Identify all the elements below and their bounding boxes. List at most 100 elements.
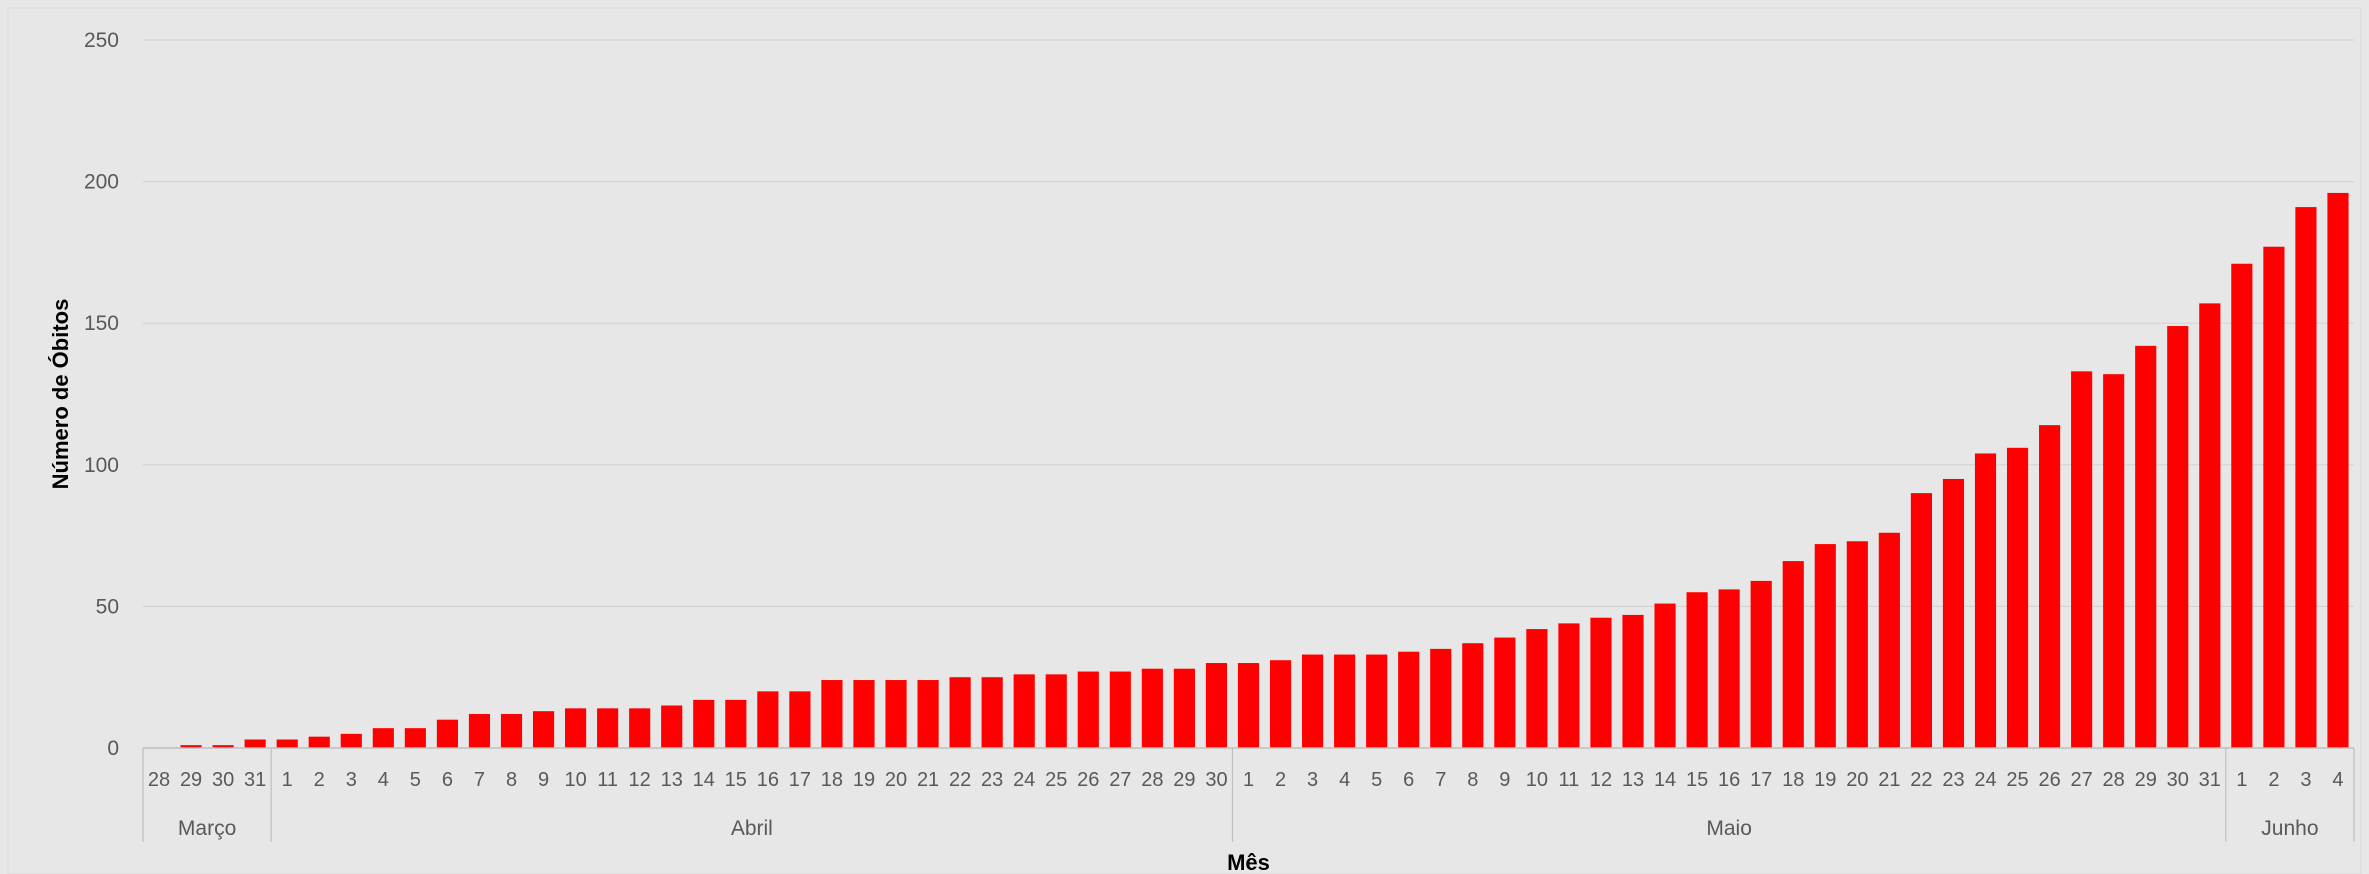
bar: [404, 728, 426, 748]
x-tick-label: 16: [757, 769, 779, 791]
x-tick-label: 7: [474, 769, 485, 791]
bars: [180, 192, 2349, 749]
bar: [212, 745, 234, 748]
x-tick-label: 2: [2268, 769, 2279, 791]
x-tick-label: 1: [1243, 769, 1254, 791]
month-label: Junho: [2261, 817, 2318, 840]
x-tick-label: 16: [1718, 769, 1740, 791]
x-tick-label: 6: [442, 769, 453, 791]
bar: [853, 680, 875, 748]
x-tick-label: 24: [1974, 769, 1996, 791]
bar: [1846, 541, 1868, 748]
x-tick-label: 13: [661, 769, 683, 791]
x-tick-label: 27: [1109, 769, 1131, 791]
chart-border: [7, 7, 2362, 874]
x-tick-label: 30: [2167, 769, 2189, 791]
x-tick-label: 29: [2135, 769, 2157, 791]
bar: [1590, 617, 1612, 748]
bar: [244, 739, 266, 748]
x-tick-label: 8: [1467, 769, 1478, 791]
bar: [1077, 671, 1099, 748]
x-axis-title: Mês: [1227, 850, 1270, 874]
x-tick-label: 18: [1782, 769, 1804, 791]
x-tick-label: 5: [410, 769, 421, 791]
x-tick-label: 28: [1141, 769, 1163, 791]
x-tick-label: 4: [1339, 769, 1350, 791]
y-tick-label: 0: [107, 737, 119, 760]
bar: [597, 708, 619, 748]
bar: [532, 711, 555, 748]
x-tick-label: 29: [180, 769, 202, 791]
bar: [565, 708, 587, 748]
axes: [142, 747, 2355, 842]
y-axis-title: Número de Óbitos: [48, 299, 73, 490]
x-tick-label: 9: [1499, 769, 1510, 791]
x-tick-label: 9: [538, 769, 549, 791]
x-tick-label: 3: [1307, 769, 1318, 791]
bar: [1910, 493, 1932, 748]
bar: [1494, 637, 1516, 748]
x-tick-label: 28: [2103, 769, 2125, 791]
y-tick-label: 100: [84, 454, 119, 477]
gridlines: [143, 39, 2354, 608]
x-tick-label: 2: [314, 769, 325, 791]
bar: [981, 677, 1003, 748]
bar: [1974, 453, 1997, 748]
bar: [821, 680, 843, 748]
x-tick-label: 3: [2300, 769, 2311, 791]
x-tick-label: 20: [885, 769, 907, 791]
x-tick-label: 12: [1590, 769, 1612, 791]
x-tick-label: 6: [1403, 769, 1414, 791]
x-tick-label: 22: [949, 769, 971, 791]
bar: [1462, 643, 1484, 748]
bar: [1558, 623, 1580, 748]
bar: [661, 705, 683, 748]
bar: [2135, 345, 2157, 748]
x-tick-label: 4: [378, 769, 389, 791]
x-tick-label: 22: [1910, 769, 1932, 791]
x-tick-label: 31: [244, 769, 266, 791]
bar: [789, 691, 811, 748]
bar: [2167, 326, 2189, 748]
bar: [1045, 674, 1067, 748]
bar: [1686, 592, 1708, 748]
x-tick-label: 19: [853, 769, 875, 791]
x-tick-label: 24: [1013, 769, 1035, 791]
bar: [885, 680, 907, 748]
x-tick-label: 26: [2038, 769, 2060, 791]
bar: [1622, 614, 1644, 748]
x-tick-label: 18: [821, 769, 843, 791]
x-tick-label: 23: [981, 769, 1003, 791]
month-label: Março: [178, 817, 236, 840]
y-tick-label: 250: [84, 29, 119, 52]
x-tick-label: 10: [564, 769, 586, 791]
bar: [1334, 654, 1356, 748]
x-tick-label: 14: [1654, 769, 1676, 791]
x-tick-label: 30: [1205, 769, 1227, 791]
bar: [2199, 303, 2221, 748]
bar: [1526, 629, 1548, 748]
x-tick-label: 25: [2006, 769, 2028, 791]
x-tick-label: 8: [506, 769, 517, 791]
x-tick-label: 12: [629, 769, 651, 791]
bar: [1141, 668, 1163, 748]
bar: [917, 680, 939, 748]
bar: [1205, 663, 1228, 748]
x-tick-label: 31: [2199, 769, 2221, 791]
x-tick-label: 11: [597, 769, 618, 791]
x-tick-label: 30: [212, 769, 234, 791]
bar: [629, 708, 651, 748]
x-tick-label: 7: [1435, 769, 1446, 791]
x-tick-label: 21: [1878, 769, 1900, 791]
bar: [500, 714, 523, 748]
month-label: Maio: [1706, 817, 1752, 840]
x-tick-label: 29: [1173, 769, 1195, 791]
bar: [372, 728, 394, 748]
bar: [308, 736, 330, 748]
bar: [725, 699, 747, 748]
bar: [2263, 246, 2285, 748]
bar: [2103, 374, 2125, 748]
bar: [1013, 674, 1035, 748]
